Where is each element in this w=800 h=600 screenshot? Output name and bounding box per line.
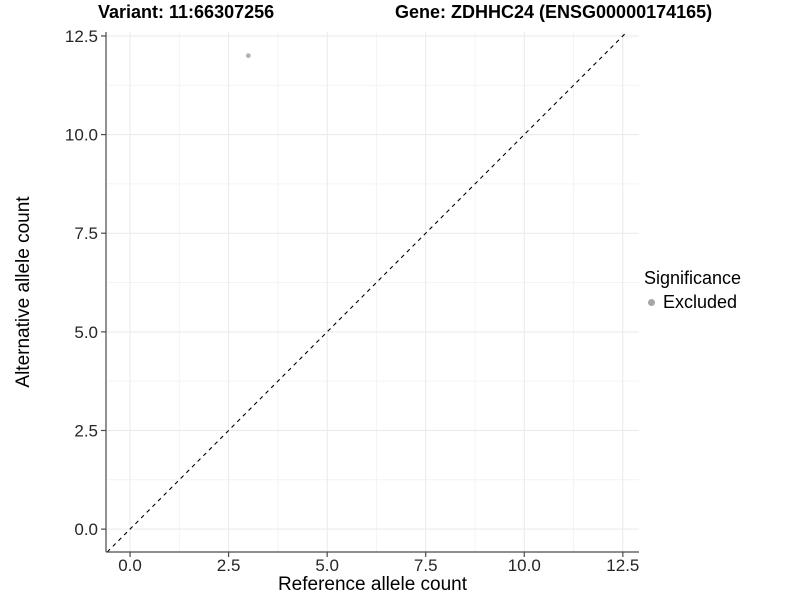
- x-tick-label: 0.0: [118, 556, 142, 575]
- plot-title-gene: Gene: ZDHHC24 (ENSG00000174165): [395, 2, 713, 22]
- x-tick-label: 12.5: [606, 556, 639, 575]
- identity-line: [106, 31, 628, 553]
- x-tick-label: 2.5: [217, 556, 241, 575]
- x-tick-label: 7.5: [414, 556, 438, 575]
- y-tick-label: 10.0: [65, 126, 98, 145]
- y-tick-label: 12.5: [65, 27, 98, 46]
- x-tick-label: 10.0: [508, 556, 541, 575]
- y-tick-label: 0.0: [74, 520, 98, 539]
- legend-item-label: Excluded: [663, 292, 738, 312]
- data-point: [245, 53, 251, 59]
- y-axis-title: Alternative allele count: [13, 196, 34, 388]
- x-axis-title: Reference allele count: [277, 574, 468, 595]
- y-tick-label: 2.5: [74, 421, 98, 440]
- x-tick-label: 5.0: [315, 556, 339, 575]
- y-tick-label: 7.5: [74, 224, 98, 243]
- y-tick-label: 5.0: [74, 323, 98, 342]
- legend-dot-icon: [648, 299, 655, 306]
- legend-item-excluded: Excluded: [644, 292, 741, 313]
- plot-title-variant: Variant: 11:66307256: [98, 2, 275, 22]
- legend: Significance Excluded: [644, 268, 741, 313]
- legend-title: Significance: [644, 268, 742, 288]
